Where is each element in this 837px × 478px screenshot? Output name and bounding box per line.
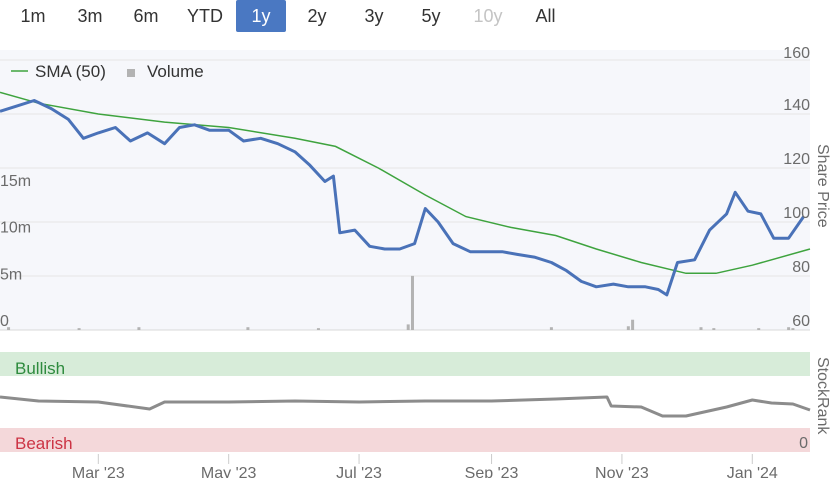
volume-tick-label: 10m xyxy=(0,220,31,237)
stockrank-line xyxy=(0,395,811,418)
volume-tick-label: 5m xyxy=(0,266,22,283)
price-axis-title: Share Price xyxy=(814,144,831,228)
volume-bar xyxy=(757,328,761,330)
volume-bar xyxy=(549,327,553,330)
volume-bar xyxy=(246,327,250,330)
volume-bar xyxy=(631,319,635,330)
bearish-label: Bearish xyxy=(15,434,73,453)
price-axis: 60 80 100 120 140 160 xyxy=(783,45,810,330)
range-button-ytd[interactable]: YTD xyxy=(187,6,223,26)
volume-tick-label: 0 xyxy=(0,313,9,330)
volume-bars xyxy=(7,275,795,330)
bullish-band xyxy=(0,352,810,376)
range-button-1y[interactable]: 1y xyxy=(236,0,286,32)
legend-volume-swatch xyxy=(127,69,135,77)
date-tick-label: Jan '24 xyxy=(727,465,778,478)
chart-legend: SMA (50) Volume xyxy=(11,62,204,81)
range-button-all[interactable]: All xyxy=(535,6,556,26)
volume-axis: 0 5m 10m 15m xyxy=(0,173,31,330)
date-tick-label: Mar '23 xyxy=(72,465,125,478)
price-grid xyxy=(0,59,810,331)
date-tick-label: May '23 xyxy=(201,465,257,478)
volume-tick-label: 15m xyxy=(0,173,31,190)
price-tick-label: 120 xyxy=(783,151,810,168)
range-button-1m[interactable]: 1m xyxy=(20,6,46,26)
volume-bar xyxy=(791,328,795,330)
volume-bar xyxy=(410,275,414,330)
volume-bar xyxy=(787,327,791,330)
volume-bar xyxy=(7,327,11,330)
price-plot-background xyxy=(0,50,810,330)
range-button-2y[interactable]: 2y xyxy=(307,6,327,26)
share-price-line xyxy=(0,99,805,297)
bullish-label: Bullish xyxy=(15,359,65,378)
range-button-3y[interactable]: 3y xyxy=(364,6,384,26)
range-button-3m[interactable]: 3m xyxy=(77,6,103,26)
legend-volume-label: Volume xyxy=(147,62,204,81)
bearish-band xyxy=(0,428,810,452)
volume-bar xyxy=(626,326,630,330)
sma-line xyxy=(0,91,811,275)
stockrank-tick-label: 0 xyxy=(799,435,808,452)
date-tick-label: Sep '23 xyxy=(465,465,519,478)
legend-sma-label: SMA (50) xyxy=(35,62,106,81)
range-selector: 1m 3m 6m YTD 1y 2y 3y 5y 10y All xyxy=(0,0,837,34)
stockrank-axis: 0 xyxy=(799,435,808,452)
range-button-6m[interactable]: 6m xyxy=(133,6,159,26)
volume-bar xyxy=(699,327,703,330)
stockrank-axis-title: StockRank xyxy=(814,357,831,435)
price-tick-label: 160 xyxy=(783,45,810,62)
range-button-5y[interactable]: 5y xyxy=(421,6,441,26)
volume-bar xyxy=(77,328,81,330)
date-tick-label: Jul '23 xyxy=(336,465,382,478)
volume-bar xyxy=(316,328,320,330)
range-button-10y: 10y xyxy=(473,6,503,26)
price-tick-label: 60 xyxy=(792,313,810,330)
price-tick-label: 140 xyxy=(783,97,810,114)
date-axis: Mar '23 May '23 Jul '23 Sep '23 Nov '23 Jan '… xyxy=(72,454,778,478)
volume-bar xyxy=(712,328,716,330)
price-tick-label: 100 xyxy=(783,205,810,222)
price-tick-label: 80 xyxy=(792,259,810,276)
date-tick-label: Nov '23 xyxy=(595,465,649,478)
volume-bar xyxy=(137,327,141,330)
volume-bar xyxy=(406,324,410,330)
